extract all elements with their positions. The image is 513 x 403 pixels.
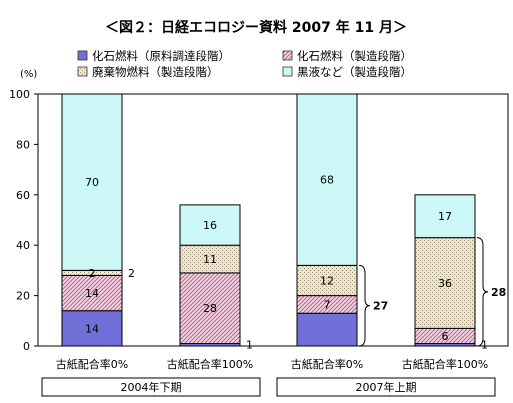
legend-label: 黒液など（製造段階）: [297, 65, 412, 79]
bracket: [358, 264, 371, 347]
bar-segment: [179, 244, 241, 274]
bars: [61, 93, 476, 347]
data-label: 12: [320, 274, 334, 287]
bar-segment: [179, 204, 241, 246]
bracket: [476, 237, 489, 347]
legend-label: 化石燃料（製造段階）: [297, 49, 412, 63]
y-tick-label: 80: [16, 138, 30, 151]
data-label: 70: [85, 176, 99, 189]
axes: 0 20 40 60 80 100: [9, 88, 509, 353]
group-label: 2004年下期: [121, 380, 182, 394]
bracket-label: 27: [373, 300, 388, 313]
bar-segment: [61, 93, 123, 271]
y-axis-label: (%): [20, 69, 37, 80]
legend-swatch: [77, 50, 88, 61]
legend-swatch: [282, 66, 293, 77]
x-tick-label: 古紙配合率0%: [291, 357, 363, 371]
data-label: 14: [85, 322, 99, 335]
data-label-outside: 1: [246, 339, 253, 352]
bar-segment: [296, 312, 358, 347]
data-label-outside: 2: [128, 267, 135, 280]
y-tick-label: 20: [16, 290, 30, 303]
y-tick-label: 60: [16, 189, 30, 202]
y-tick-label: 100: [9, 88, 30, 101]
bracket-label: 28: [491, 286, 506, 299]
bar-segment: [61, 310, 123, 347]
bar-segment: [296, 93, 358, 266]
bar-segment: [414, 237, 476, 329]
legend-label: 廃棄物燃料（製造段階）: [92, 65, 219, 79]
data-label: 14: [85, 287, 99, 300]
data-label-outside: 1: [481, 339, 488, 352]
data-label: 11: [203, 253, 217, 266]
bar-segment: [179, 272, 241, 344]
x-tick-label: 古紙配合率100%: [167, 357, 253, 371]
data-label: 16: [203, 219, 217, 232]
category-labels: 古紙配合率0% 古紙配合率100% 古紙配合率0% 古紙配合率100%: [56, 357, 488, 371]
data-label: 68: [320, 174, 334, 187]
legend-swatch: [77, 66, 88, 77]
legend: 化石燃料（原料調達段階） 化石燃料（製造段階） 廃棄物燃料（製造段階） 黒液など（製造…: [77, 49, 412, 79]
data-label: 17: [438, 210, 452, 223]
bar-segment: [61, 274, 123, 312]
brackets: 27 28: [358, 237, 506, 347]
plot-frame: [37, 93, 509, 347]
x-tick-label: 古紙配合率100%: [402, 357, 488, 371]
group-label: 2007年上期: [356, 380, 417, 394]
data-label: 7: [324, 298, 331, 311]
x-tick-label: 古紙配合率0%: [56, 357, 128, 371]
group-label-box: [41, 377, 261, 397]
y-tick-label: 40: [16, 239, 30, 252]
y-tick-label: 0: [23, 340, 30, 353]
chart-title: ＜図２：日経エコロジー資料 2007 年 11 月＞: [105, 19, 407, 36]
bar-segment: [414, 194, 476, 239]
data-label: 2: [89, 267, 96, 280]
bar-segment: [296, 264, 358, 297]
group-labels: 2004年下期 2007年上期: [41, 377, 496, 397]
data-label: 36: [438, 277, 452, 290]
legend-swatch: [282, 50, 293, 61]
data-label: 6: [442, 330, 449, 343]
group-label-box: [276, 377, 496, 397]
legend-label: 化石燃料（原料調達段階）: [92, 49, 230, 63]
data-label: 28: [203, 302, 217, 315]
